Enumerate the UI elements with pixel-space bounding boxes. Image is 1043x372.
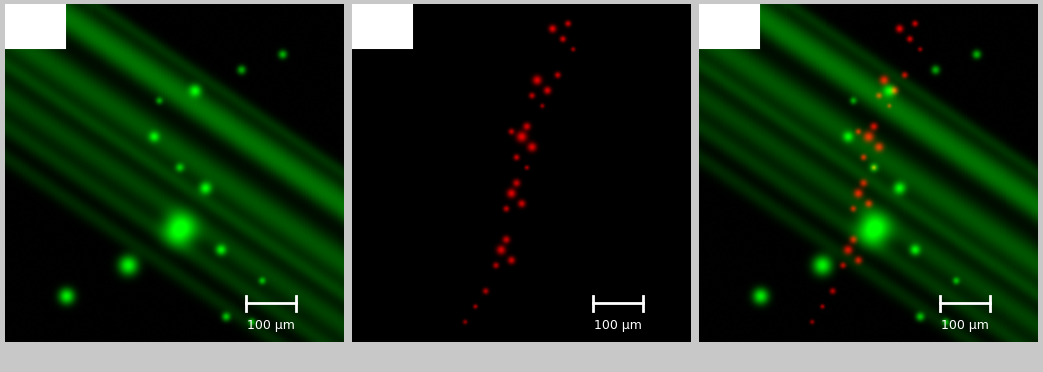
Text: (C): (C) [713, 17, 745, 35]
Text: (A): (A) [20, 17, 51, 35]
FancyBboxPatch shape [700, 5, 758, 48]
Text: 100 μm: 100 μm [595, 318, 641, 331]
Text: 100 μm: 100 μm [247, 318, 295, 331]
FancyBboxPatch shape [6, 5, 65, 48]
Text: (B): (B) [366, 17, 398, 35]
Text: 100 μm: 100 μm [941, 318, 989, 331]
FancyBboxPatch shape [354, 5, 412, 48]
